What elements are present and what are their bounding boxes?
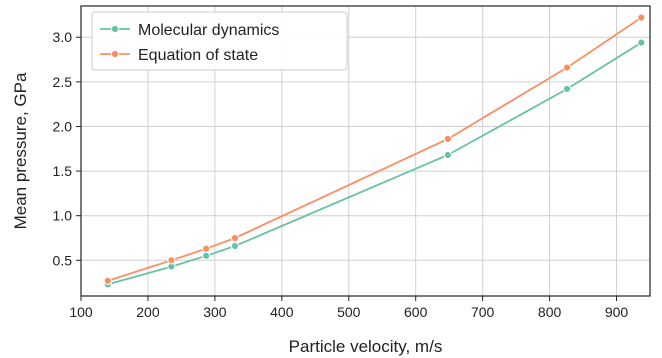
data-point	[167, 256, 176, 265]
data-point	[103, 276, 112, 285]
x-tick-label: 100	[69, 304, 93, 320]
legend: Molecular dynamics Equation of state	[91, 11, 348, 71]
series-line	[107, 41, 642, 286]
data-point	[202, 251, 211, 260]
legend-swatch-marker	[110, 49, 120, 59]
legend-label: Molecular dynamics	[138, 22, 279, 39]
x-tick-label: 300	[203, 304, 227, 320]
legend-item: Molecular dynamics	[100, 22, 279, 39]
x-tick-label: 400	[270, 304, 294, 320]
x-tick-label: 200	[136, 304, 160, 320]
data-point	[202, 244, 211, 253]
x-tick-label: 900	[605, 304, 629, 320]
y-tick-label: 1.0	[53, 208, 73, 224]
data-point	[562, 84, 572, 94]
legend-swatch-marker	[110, 24, 120, 34]
data-point	[562, 63, 572, 72]
legend-label: Equation of state	[138, 47, 258, 64]
legend-item: Equation of state	[100, 47, 258, 64]
data-point	[443, 134, 452, 144]
legend-box	[91, 11, 348, 71]
series-molecular-dynamics	[103, 38, 646, 289]
axis-ticks: 100 200 300 400 500 600 700 800 900 0.5 1.0 1.5 2.0 2…	[53, 29, 629, 320]
x-tick-label: 700	[471, 304, 495, 320]
data-point	[230, 233, 240, 243]
x-tick-label: 500	[337, 304, 361, 320]
series-equation-of-state	[103, 13, 646, 285]
data-point	[443, 150, 452, 160]
data-point	[637, 38, 646, 47]
y-tick-label: 2.5	[53, 74, 73, 90]
data-point	[230, 241, 240, 251]
plot-frame	[80, 5, 651, 297]
y-axis-label: Mean pressure, GPa	[11, 72, 30, 229]
x-axis-label: Particle velocity, m/s	[289, 337, 443, 356]
data-point	[637, 13, 646, 22]
grid	[80, 6, 650, 296]
x-tick-label: 600	[404, 304, 428, 320]
y-tick-label: 2.0	[53, 118, 73, 134]
y-tick-label: 0.5	[53, 252, 73, 268]
y-tick-label: 3.0	[53, 29, 73, 45]
y-tick-label: 1.5	[53, 163, 73, 179]
series	[103, 13, 646, 289]
x-tick-label: 800	[538, 304, 562, 320]
